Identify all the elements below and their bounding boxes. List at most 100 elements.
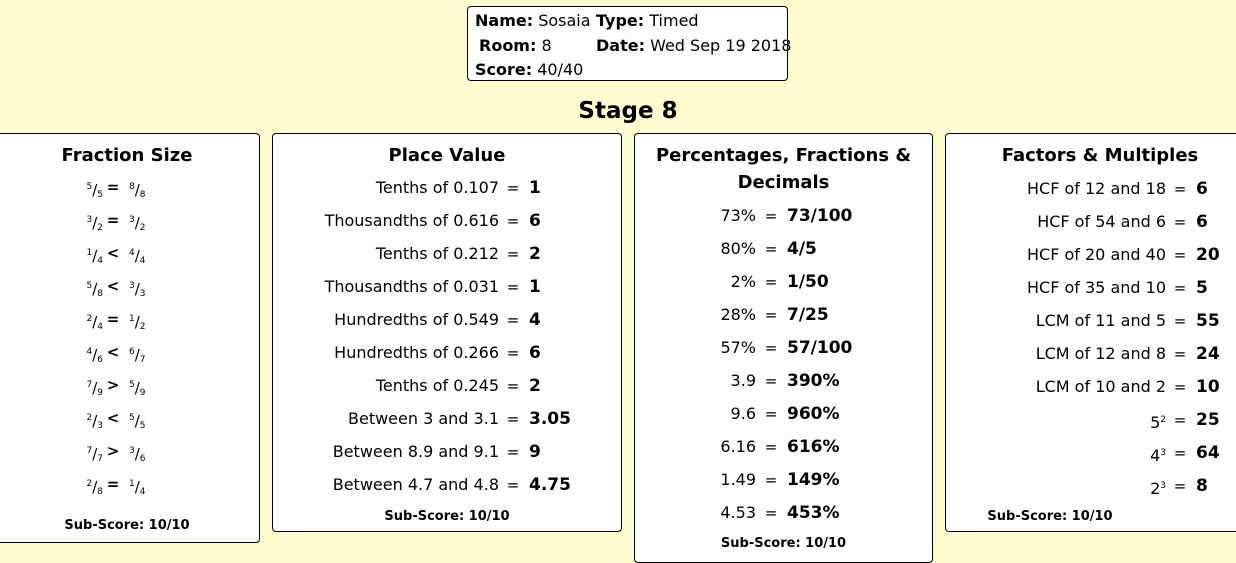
score-value: 40/40: [537, 60, 584, 79]
right-denominator: 9: [139, 388, 146, 398]
question-text: HCF of 35 and 10: [946, 275, 1166, 301]
fraction-slash: /: [92, 445, 98, 463]
equals-sign: =: [506, 344, 520, 362]
question-row: Thousandths of 0.031 = 1: [273, 274, 621, 300]
equals-sign: =: [1173, 213, 1187, 231]
answer-value: 25: [1196, 410, 1220, 430]
question-text: 1.49: [635, 467, 756, 493]
comparison-operator: =: [106, 178, 120, 196]
equals-sign: =: [1173, 345, 1187, 363]
fraction-slash: /: [92, 379, 98, 397]
fraction-slash: /: [134, 379, 140, 397]
question-label: Between 8.9 and 9.1: [332, 442, 499, 461]
question-label: 2%: [730, 272, 756, 291]
fraction-row: 2/4 = 1/2: [0, 306, 261, 332]
left-fraction: 7/9: [73, 372, 103, 398]
fraction-row: 2/8 = 1/4: [0, 471, 261, 497]
question-row: 43 = 64: [946, 440, 1236, 466]
question-row: LCM of 12 and 8 = 24: [946, 341, 1236, 367]
question-text: 2%: [635, 269, 756, 295]
right-denominator: 2: [139, 322, 146, 332]
question-row: 4.53 = 453%: [635, 500, 932, 526]
right-denominator: 4: [139, 256, 146, 266]
equals-sign: =: [1173, 180, 1187, 198]
question-row: 23 = 8: [946, 473, 1236, 499]
answer-value: 4/5: [787, 239, 817, 259]
type-label: Type:: [596, 11, 645, 30]
answer-value: 6: [1196, 212, 1208, 232]
question-text: 3.9: [635, 368, 756, 394]
equals-sign: =: [506, 377, 520, 395]
question-text: Tenths of 0.107: [273, 175, 499, 201]
left-fraction: 2/3: [73, 405, 103, 431]
left-fraction: 4/6: [73, 339, 103, 365]
question-label: 4.53: [720, 503, 756, 522]
question-row: Between 8.9 and 9.1 = 9: [273, 439, 621, 465]
question-row: 2% = 1/50: [635, 269, 932, 295]
stage-title: Stage 8: [578, 98, 678, 124]
fraction-slash: /: [134, 280, 140, 298]
equals-sign: =: [1173, 246, 1187, 264]
fraction-size-subscore: Sub-Score: 10/10: [64, 518, 190, 533]
fraction-slash: /: [92, 346, 98, 364]
answer-value: 4: [529, 310, 541, 330]
left-fraction: 1/4: [73, 240, 103, 266]
question-text: Tenths of 0.245: [273, 373, 499, 399]
question-label: 3.9: [730, 371, 756, 390]
question-text: Hundredths of 0.266: [273, 340, 499, 366]
equals-sign: =: [506, 278, 520, 296]
equals-sign: =: [1173, 378, 1187, 396]
comparison-operator: >: [106, 376, 120, 394]
left-denominator: 4: [97, 256, 103, 266]
answer-value: 6: [529, 343, 541, 363]
fraction-slash: /: [92, 313, 98, 331]
question-row: 52 = 25: [946, 407, 1236, 433]
question-label: 4: [1150, 446, 1161, 465]
question-row: 28% = 7/25: [635, 302, 932, 328]
equals-sign: =: [764, 339, 778, 357]
right-fraction: 3/2: [129, 207, 146, 233]
question-label: 2: [1150, 479, 1161, 498]
left-denominator: 3: [97, 421, 103, 431]
comparison-operator: =: [106, 211, 120, 229]
left-denominator: 8: [97, 289, 103, 299]
question-label: 73%: [720, 206, 756, 225]
factors-title: Factors & Multiples: [1001, 145, 1199, 166]
percentages-title-line1: Percentages, Fractions &: [655, 145, 912, 166]
type-field: Type: Timed: [596, 11, 699, 30]
equals-sign: =: [506, 476, 520, 494]
equals-sign: =: [1173, 279, 1187, 297]
answer-value: 960%: [787, 404, 840, 424]
question-text: LCM of 10 and 2: [946, 374, 1166, 400]
right-numerator: 6: [129, 347, 135, 357]
left-fraction: 7/7: [73, 438, 103, 464]
question-row: 80% = 4/5: [635, 236, 932, 262]
equals-sign: =: [764, 438, 778, 456]
question-label: 9.6: [730, 404, 756, 423]
right-numerator: 3: [129, 281, 135, 291]
right-fraction: 1/2: [129, 306, 146, 332]
fraction-slash: /: [134, 346, 140, 364]
right-numerator: 3: [129, 446, 135, 456]
equals-sign: =: [764, 372, 778, 390]
right-denominator: 2: [139, 223, 146, 233]
fraction-size-title: Fraction Size: [61, 145, 193, 166]
question-row: 3.9 = 390%: [635, 368, 932, 394]
left-fraction: 5/5: [73, 174, 103, 200]
left-denominator: 9: [97, 388, 103, 398]
exponent: 2: [1160, 415, 1166, 425]
question-row: Thousandths of 0.616 = 6: [273, 208, 621, 234]
comparison-operator: <: [106, 343, 120, 361]
fraction-slash: /: [134, 247, 140, 265]
answer-value: 7/25: [787, 305, 829, 325]
right-numerator: 1: [129, 479, 135, 489]
right-fraction: 5/9: [129, 372, 146, 398]
answer-value: 24: [1196, 344, 1220, 364]
left-numerator: 2: [86, 479, 93, 489]
place-value-title: Place Value: [388, 145, 506, 166]
left-numerator: 5: [86, 182, 93, 192]
right-denominator: 3: [139, 289, 146, 299]
right-fraction: 3/3: [129, 273, 146, 299]
question-label: 5: [1150, 413, 1161, 432]
fraction-row: 7/7 >3/6: [0, 438, 261, 464]
